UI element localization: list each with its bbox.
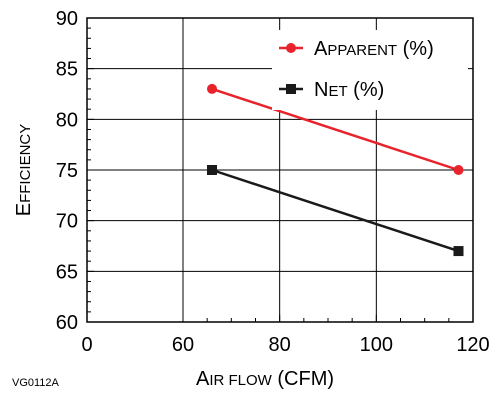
data-point	[207, 83, 217, 94]
y-tick-label: 85	[56, 59, 78, 81]
legend-label-rest: PPARENT	[327, 42, 397, 59]
series-line	[211, 168, 459, 253]
legend-label-suffix: (%)	[397, 38, 434, 60]
legend-item: APPARENT (%)	[279, 38, 434, 60]
y-tick-labels: 60 65 70 75 80 85 90	[56, 8, 78, 334]
legend-label-rest: ET	[328, 83, 347, 100]
y-axis-title-first: E	[13, 203, 35, 216]
data-point	[207, 165, 217, 175]
figure-id: VG0112A	[12, 377, 60, 389]
y-tick-label: 60	[56, 312, 78, 334]
y-tick-label: 65	[56, 261, 78, 283]
legend-box	[272, 30, 468, 110]
x-axis-title-rest: IR FLOW	[209, 372, 272, 389]
x-tick-label: 60	[172, 334, 194, 356]
plot-frame	[86, 17, 474, 323]
x-axis-title-first: A	[196, 368, 210, 390]
legend-label: APPARENT (%)	[314, 38, 434, 60]
x-axis-title: AIR FLOW (CFM)	[196, 368, 334, 390]
y-tick-label: 75	[56, 160, 78, 182]
y-tick-label: 90	[56, 8, 78, 30]
legend-label-suffix: (%)	[348, 79, 385, 101]
x-tick-labels: 0 60 80 100 120	[81, 334, 489, 356]
legend-marker	[286, 84, 296, 94]
data-point	[453, 165, 464, 175]
y-tick-label: 80	[56, 109, 78, 131]
series-layer	[207, 83, 464, 257]
x-tick-label: 0	[81, 334, 92, 356]
x-axis-title-suffix: (CFM)	[272, 368, 334, 390]
legend-marker	[286, 43, 296, 53]
x-tick-label: 100	[360, 334, 393, 356]
y-axis-title: EFFICIENCY	[13, 124, 35, 217]
x-tick-label: 120	[456, 334, 489, 356]
y-tick-label: 70	[56, 211, 78, 233]
x-tick-label: 80	[269, 334, 291, 356]
legend: APPARENT (%)NET (%)	[272, 30, 468, 110]
legend-label-first: A	[314, 38, 328, 60]
series-net	[207, 165, 464, 257]
data-point	[453, 246, 464, 257]
legend-item: NET (%)	[279, 79, 384, 101]
series-line	[211, 87, 459, 172]
legend-label-first: N	[314, 79, 328, 101]
y-axis-title-rest: FFICIENCY	[17, 124, 34, 203]
legend-label: NET (%)	[314, 79, 384, 101]
series-apparent	[207, 83, 464, 175]
